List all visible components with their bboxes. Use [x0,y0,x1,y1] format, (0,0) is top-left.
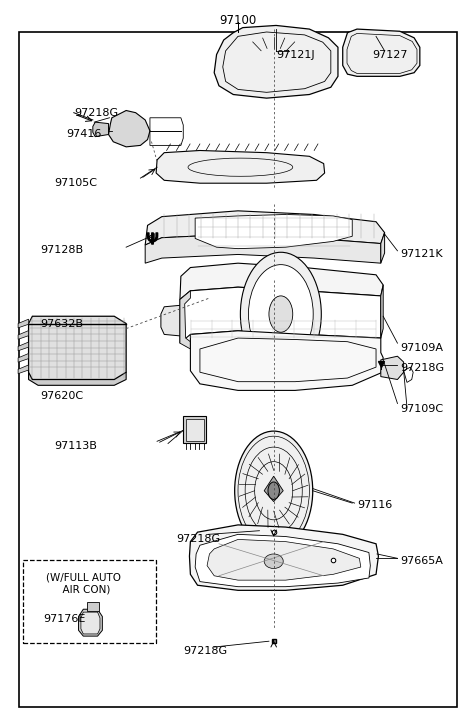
Polygon shape [381,285,383,338]
Polygon shape [207,539,361,580]
Polygon shape [79,609,102,636]
Polygon shape [18,365,29,374]
Text: 97218G: 97218G [176,534,220,545]
Text: 97218G: 97218G [400,363,444,373]
Polygon shape [161,305,180,336]
Text: 97665A: 97665A [400,556,443,566]
Polygon shape [381,233,385,263]
Text: 97121K: 97121K [400,249,443,260]
Polygon shape [190,331,383,390]
Text: 97632B: 97632B [40,318,83,329]
Circle shape [248,265,313,364]
Text: 97121J: 97121J [276,50,315,60]
Text: 97109A: 97109A [400,342,443,353]
Polygon shape [180,263,383,300]
Circle shape [268,482,279,499]
Polygon shape [18,342,29,350]
Polygon shape [195,214,352,249]
Polygon shape [18,319,29,328]
Text: 97620C: 97620C [40,391,84,401]
Circle shape [240,252,321,376]
Bar [87,602,99,611]
Polygon shape [18,353,29,362]
Text: 97127: 97127 [373,50,408,60]
Polygon shape [381,356,404,379]
Text: 97128B: 97128B [40,245,84,255]
Polygon shape [29,365,126,385]
Polygon shape [109,111,150,147]
Circle shape [235,431,313,550]
Circle shape [269,296,293,332]
Text: 97176E: 97176E [43,614,85,624]
Text: 97100: 97100 [219,14,257,27]
Polygon shape [145,234,381,263]
Text: 97116: 97116 [357,500,392,510]
Polygon shape [81,612,100,634]
Text: 97218G: 97218G [183,646,228,656]
Polygon shape [189,525,378,590]
Polygon shape [343,29,420,76]
Polygon shape [18,331,29,340]
Bar [183,416,206,443]
Text: 97113B: 97113B [55,441,98,451]
Text: 97416: 97416 [67,129,102,140]
Polygon shape [145,211,385,245]
Polygon shape [180,291,190,349]
Polygon shape [264,476,283,502]
Polygon shape [29,316,126,379]
Bar [23,560,156,643]
Polygon shape [214,25,338,98]
Text: 97109C: 97109C [400,403,443,414]
Text: (W/FULL AUTO
  AIR CON): (W/FULL AUTO AIR CON) [46,573,121,595]
Polygon shape [195,534,370,587]
Polygon shape [156,150,325,183]
Ellipse shape [264,554,283,569]
Bar [186,419,204,441]
Text: 97105C: 97105C [55,178,98,188]
Text: 97218G: 97218G [74,108,118,118]
Polygon shape [180,287,381,343]
Polygon shape [93,122,109,137]
